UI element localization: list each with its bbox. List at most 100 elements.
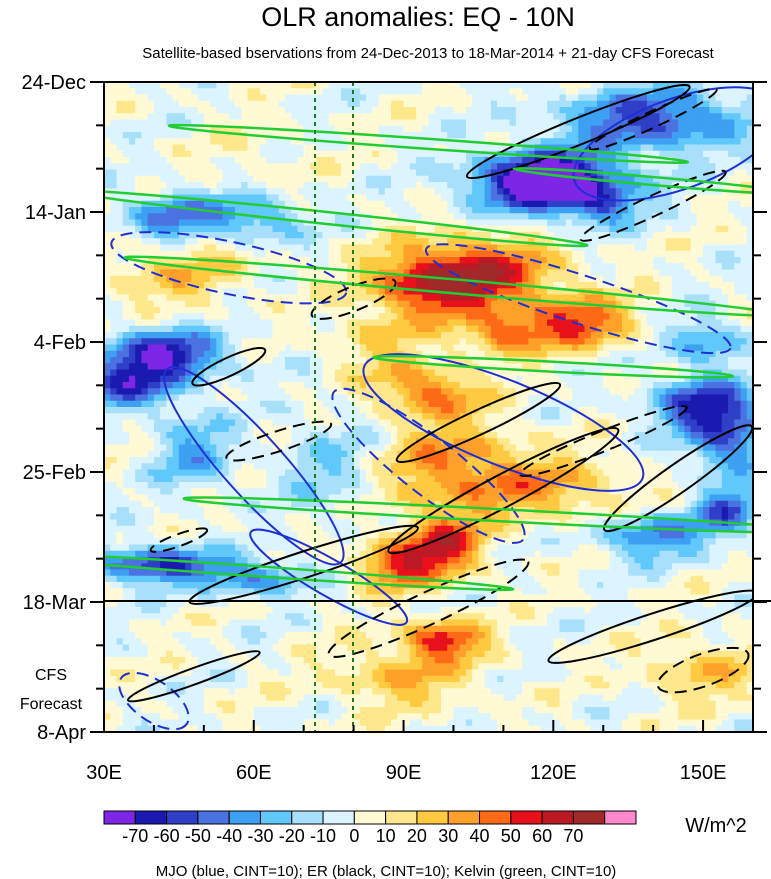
field-cell [671,294,679,302]
field-cell [440,363,448,371]
field-cell [366,163,373,171]
field-cell [528,250,536,258]
field-cell [116,94,124,102]
field-cell [465,350,473,358]
field-cell [553,375,561,383]
field-cell [147,82,155,89]
field-cell [309,338,317,346]
field-cell [122,263,130,271]
field-cell [309,144,317,152]
field-cell [153,175,161,183]
field-cell [728,169,735,177]
field-cell [628,132,636,139]
field-cell [553,182,561,189]
field-cell [309,244,317,252]
field-cell [497,325,504,333]
field-cell [216,232,224,239]
field-cell [153,213,161,221]
field-cell [615,225,623,233]
field-cell [503,219,511,227]
field-cell [509,369,517,377]
field-cell [359,94,367,102]
field-cell [291,369,299,377]
field-cell [403,219,411,227]
field-cell [715,100,723,108]
field-cell [428,163,436,171]
field-cell [272,275,280,283]
field-cell [247,338,255,346]
field-cell [721,150,729,158]
field-cell [422,282,430,289]
field-cell [659,369,667,377]
field-cell [684,363,692,371]
field-cell [334,100,342,108]
field-cell [278,225,286,233]
field-cell [391,207,398,214]
field-cell [253,238,261,246]
field-cell [409,375,417,383]
field-cell [578,144,586,152]
field-cell [397,294,405,302]
field-cell [347,113,355,121]
field-cell [703,113,710,121]
field-cell [178,113,186,121]
field-cell [478,263,486,271]
field-cell [416,282,423,289]
field-cell [316,238,324,246]
field-cell [359,232,367,239]
field-cell [160,238,167,246]
field-cell [472,94,480,102]
field-cell [110,232,118,239]
field-cell [740,300,748,308]
field-cell [490,138,498,146]
field-cell [540,325,548,333]
field-cell [596,238,604,246]
field-cell [153,132,161,139]
field-cell [503,325,511,333]
field-cell [640,225,648,233]
field-cell [272,94,280,102]
field-cell [659,132,667,139]
field-cell [153,125,161,133]
field-cell [534,175,542,183]
field-cell [490,207,498,214]
field-cell [210,150,217,158]
field-cell [684,357,692,364]
field-cell [653,207,660,214]
field-cell [628,219,636,227]
field-cell [440,257,448,264]
field-cell [122,175,130,183]
field-cell [359,100,367,108]
field-cell [590,238,598,246]
field-cell [110,207,118,214]
field-cell [472,275,480,283]
field-cell [434,175,442,183]
field-cell [334,175,342,183]
field-cell [540,282,548,289]
field-cell [353,225,361,233]
field-cell [197,225,205,233]
field-cell [334,369,342,377]
field-cell [153,119,161,127]
field-cell [266,338,274,346]
field-cell [334,300,342,308]
field-cell [272,375,280,383]
field-cell [247,244,255,252]
field-cell [684,350,692,358]
field-cell [228,257,236,264]
field-cell [715,169,723,177]
field-cell [646,325,654,333]
field-cell [122,382,130,389]
field-cell [297,269,305,277]
field-cell [671,282,679,289]
field-cell [278,213,286,221]
field-cell [359,188,367,196]
field-cell [621,238,629,246]
field-cell [210,213,217,221]
field-cell [453,88,461,96]
field-cell [478,94,486,102]
field-cell [690,325,698,333]
field-cell [559,225,567,233]
field-cell [253,88,261,96]
field-cell [478,307,486,314]
